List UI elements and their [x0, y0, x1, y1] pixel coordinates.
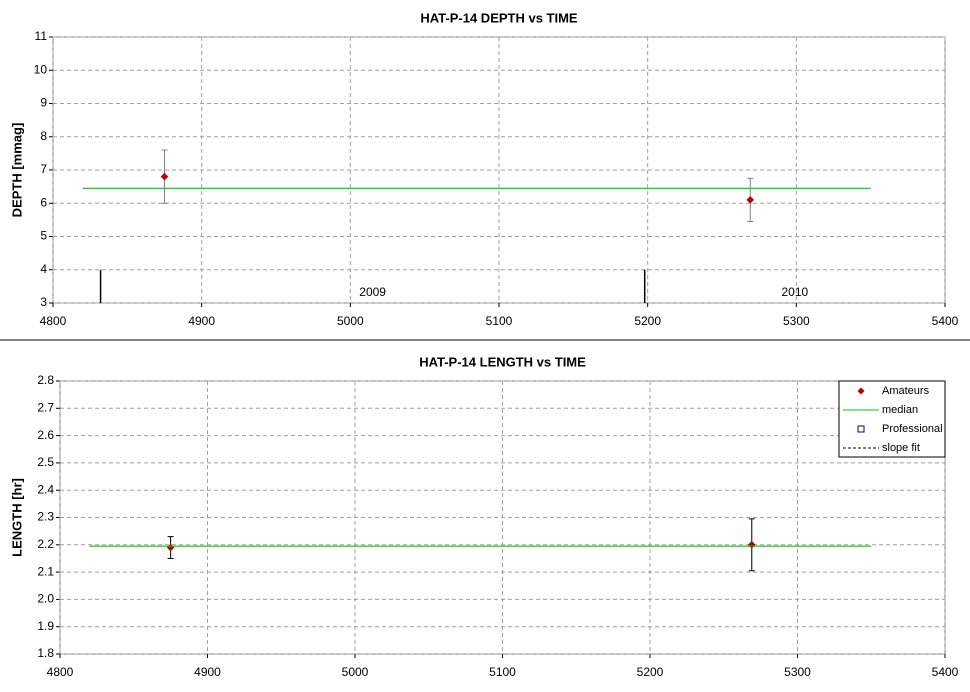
y-tick-label: 2.5	[37, 455, 54, 469]
x-tick-label: 5000	[342, 665, 369, 679]
legend-label: Amateurs	[882, 385, 930, 397]
y-tick-label: 10	[34, 62, 48, 76]
legend-box	[838, 380, 946, 458]
x-tick-label: 5000	[337, 314, 364, 328]
y-tick-label: 3	[40, 295, 47, 309]
y-tick-label: 2.0	[37, 592, 54, 606]
x-tick-label: 5100	[486, 314, 513, 328]
y-tick-label: 1.8	[37, 646, 54, 660]
data-point	[746, 196, 755, 204]
legend-symbol	[857, 387, 865, 395]
x-tick-label: 5400	[932, 314, 959, 328]
y-tick-label: 2.2	[37, 537, 54, 551]
y-tick-label: 1.9	[37, 619, 54, 633]
year-label: 2009	[359, 285, 386, 299]
x-tick-label: 4800	[40, 314, 67, 328]
y-tick-label: 6	[40, 195, 47, 209]
x-tick-label: 4900	[188, 314, 215, 328]
x-tick-label: 5200	[637, 665, 664, 679]
legend-symbol	[857, 425, 865, 433]
y-tick-label: 9	[40, 96, 47, 110]
year-label: 2010	[781, 285, 808, 299]
y-tick-label: 2.4	[37, 482, 54, 496]
y-tick-label: 2.7	[37, 400, 54, 414]
x-tick-label: 4900	[194, 665, 221, 679]
chart-title: HAT-P-14 DEPTH vs TIME	[420, 10, 578, 25]
y-axis-label: LENGTH [hr]	[9, 478, 24, 557]
x-tick-label: 5200	[634, 314, 661, 328]
y-tick-label: 2.6	[37, 428, 54, 442]
y-tick-label: 2.1	[37, 564, 54, 578]
legend-label: median	[882, 404, 918, 416]
y-tick-label: 5	[40, 229, 47, 243]
y-tick-label: 2.3	[37, 510, 54, 524]
x-tick-label: 5100	[489, 665, 516, 679]
data-point	[160, 172, 169, 181]
y-tick-label: 11	[35, 29, 48, 43]
legend-label: Professional	[882, 423, 943, 435]
chart-title: HAT-P-14 LENGTH vs TIME	[419, 354, 586, 369]
y-tick-label: 8	[40, 129, 47, 143]
x-tick-label: 5300	[783, 314, 810, 328]
x-tick-label: 5400	[932, 665, 959, 679]
y-tick-label: 4	[40, 262, 47, 276]
y-tick-label: 7	[40, 162, 47, 176]
x-tick-label: 4800	[47, 665, 74, 679]
y-tick-label: 2.8	[37, 373, 54, 387]
x-tick-label: 5300	[784, 665, 811, 679]
y-axis-label: DEPTH [mmag]	[9, 123, 24, 218]
legend-label: slope fit	[882, 442, 920, 454]
